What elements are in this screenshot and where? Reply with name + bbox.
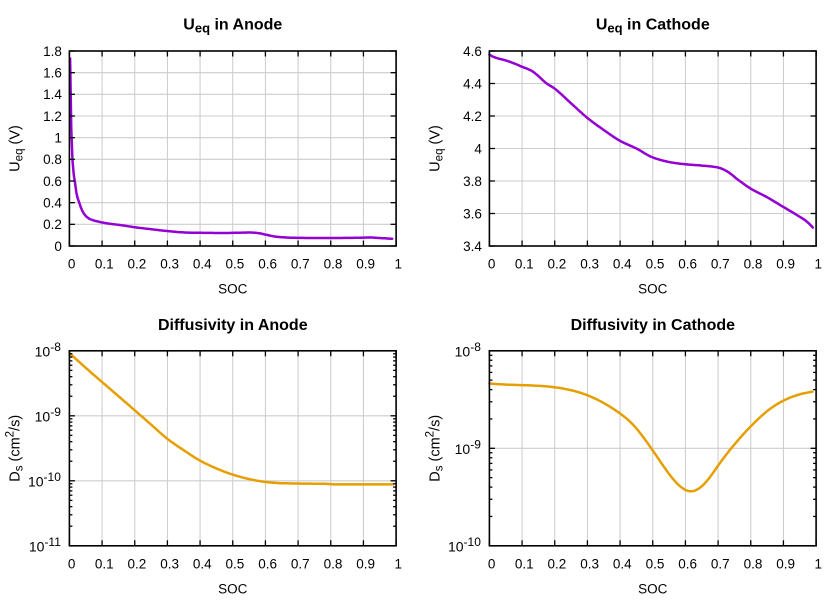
svg-text:1.8: 1.8 (43, 44, 62, 59)
svg-text:0.8: 0.8 (324, 257, 343, 272)
svg-text:0.7: 0.7 (291, 257, 310, 272)
svg-text:0.9: 0.9 (356, 257, 375, 272)
svg-text:0.4: 0.4 (193, 557, 212, 572)
svg-text:0.4: 0.4 (43, 196, 62, 211)
svg-text:0: 0 (68, 557, 76, 572)
svg-text:0.2: 0.2 (43, 217, 62, 232)
svg-text:0.5: 0.5 (646, 557, 665, 572)
svg-text:0.8: 0.8 (744, 557, 763, 572)
svg-text:0.9: 0.9 (776, 557, 795, 572)
svg-text:0.3: 0.3 (580, 557, 599, 572)
svg-text:Ds (cm2/s): Ds (cm2/s) (425, 415, 446, 482)
svg-text:4.6: 4.6 (463, 44, 482, 59)
svg-text:Ueq (V): Ueq (V) (428, 125, 446, 172)
svg-text:0: 0 (488, 257, 496, 272)
svg-text:SOC: SOC (638, 282, 668, 297)
svg-text:0.9: 0.9 (776, 257, 795, 272)
svg-text:0.2: 0.2 (548, 257, 567, 272)
svg-text:4: 4 (474, 141, 482, 156)
svg-text:1: 1 (815, 257, 823, 272)
svg-text:0.6: 0.6 (43, 174, 62, 189)
svg-text:0.2: 0.2 (548, 557, 567, 572)
svg-text:Ds (cm2/s): Ds (cm2/s) (5, 415, 26, 482)
svg-text:1.2: 1.2 (43, 109, 62, 124)
svg-text:0.3: 0.3 (160, 557, 179, 572)
svg-text:Ueq (V): Ueq (V) (8, 125, 26, 172)
svg-text:3.8: 3.8 (463, 174, 482, 189)
svg-text:0: 0 (488, 557, 496, 572)
svg-text:0: 0 (68, 257, 76, 272)
svg-text:0.7: 0.7 (711, 257, 730, 272)
svg-text:0.1: 0.1 (95, 557, 114, 572)
svg-text:4.2: 4.2 (463, 109, 482, 124)
svg-text:3.6: 3.6 (463, 206, 482, 221)
svg-text:0.4: 0.4 (613, 257, 632, 272)
svg-text:0.5: 0.5 (646, 257, 665, 272)
svg-text:Ueq in Anode: Ueq in Anode (183, 17, 282, 36)
svg-text:0.6: 0.6 (258, 257, 277, 272)
svg-text:1.4: 1.4 (43, 87, 62, 102)
svg-text:0.3: 0.3 (160, 257, 179, 272)
svg-text:0.2: 0.2 (128, 557, 147, 572)
svg-text:Diffusivity in Cathode: Diffusivity in Cathode (571, 317, 736, 334)
svg-text:Diffusivity in Anode: Diffusivity in Anode (158, 317, 308, 334)
svg-text:0: 0 (54, 239, 62, 254)
svg-text:SOC: SOC (218, 582, 248, 597)
svg-text:1: 1 (395, 257, 403, 272)
svg-text:0.5: 0.5 (226, 257, 245, 272)
svg-text:1.6: 1.6 (43, 66, 62, 81)
svg-text:0.1: 0.1 (515, 257, 534, 272)
svg-text:0.7: 0.7 (711, 557, 730, 572)
svg-text:0.1: 0.1 (95, 257, 114, 272)
svg-text:0.8: 0.8 (324, 557, 343, 572)
svg-text:0.7: 0.7 (291, 557, 310, 572)
svg-text:0.6: 0.6 (678, 557, 697, 572)
svg-text:0.3: 0.3 (580, 257, 599, 272)
svg-text:3.4: 3.4 (463, 239, 482, 254)
svg-text:0.1: 0.1 (515, 557, 534, 572)
svg-text:Ueq in Cathode: Ueq in Cathode (596, 17, 710, 36)
svg-text:1: 1 (395, 557, 403, 572)
svg-text:0.2: 0.2 (128, 257, 147, 272)
svg-text:0.9: 0.9 (356, 557, 375, 572)
svg-text:0.8: 0.8 (744, 257, 763, 272)
svg-text:0.4: 0.4 (193, 257, 212, 272)
svg-text:SOC: SOC (218, 282, 248, 297)
svg-text:0.4: 0.4 (613, 557, 632, 572)
svg-text:1: 1 (54, 131, 62, 146)
svg-text:4.4: 4.4 (463, 76, 482, 91)
svg-text:1: 1 (815, 557, 823, 572)
svg-text:0.6: 0.6 (678, 257, 697, 272)
svg-text:0.8: 0.8 (43, 152, 62, 167)
svg-text:SOC: SOC (638, 582, 668, 597)
svg-text:0.5: 0.5 (226, 557, 245, 572)
svg-text:0.6: 0.6 (258, 557, 277, 572)
